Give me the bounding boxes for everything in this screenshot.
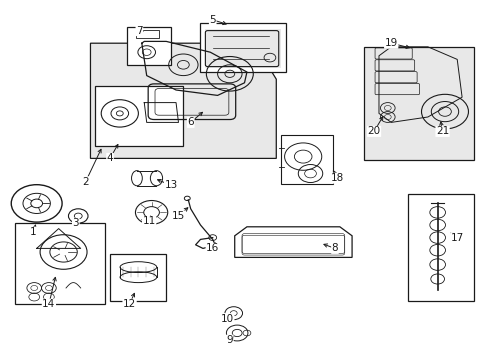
Bar — [200, 23, 285, 72]
Bar — [110, 254, 166, 301]
Text: 16: 16 — [205, 243, 219, 253]
Bar — [15, 223, 105, 304]
Bar — [136, 30, 159, 38]
Text: 10: 10 — [221, 314, 233, 324]
Bar — [364, 47, 473, 160]
Text: 13: 13 — [164, 180, 178, 190]
Text: 5: 5 — [209, 15, 216, 25]
Text: 8: 8 — [331, 243, 338, 253]
Bar — [281, 135, 332, 184]
Text: 3: 3 — [72, 218, 79, 228]
Bar — [205, 29, 281, 68]
Text: 17: 17 — [449, 233, 463, 243]
Text: 14: 14 — [42, 299, 56, 309]
Bar — [407, 194, 473, 301]
Text: 6: 6 — [187, 117, 194, 127]
Polygon shape — [90, 43, 276, 158]
Text: 20: 20 — [367, 126, 380, 136]
Text: 4: 4 — [106, 153, 113, 163]
Text: 18: 18 — [330, 173, 344, 183]
Text: 21: 21 — [435, 126, 448, 136]
Text: 15: 15 — [171, 211, 185, 221]
Text: 9: 9 — [226, 335, 233, 345]
Text: 7: 7 — [136, 26, 142, 36]
Text: 12: 12 — [122, 299, 136, 309]
Text: 1: 1 — [30, 227, 37, 237]
Text: 19: 19 — [384, 38, 397, 48]
Bar — [127, 27, 171, 65]
Bar — [95, 86, 183, 146]
Text: 2: 2 — [82, 177, 89, 187]
Text: 11: 11 — [142, 216, 156, 226]
